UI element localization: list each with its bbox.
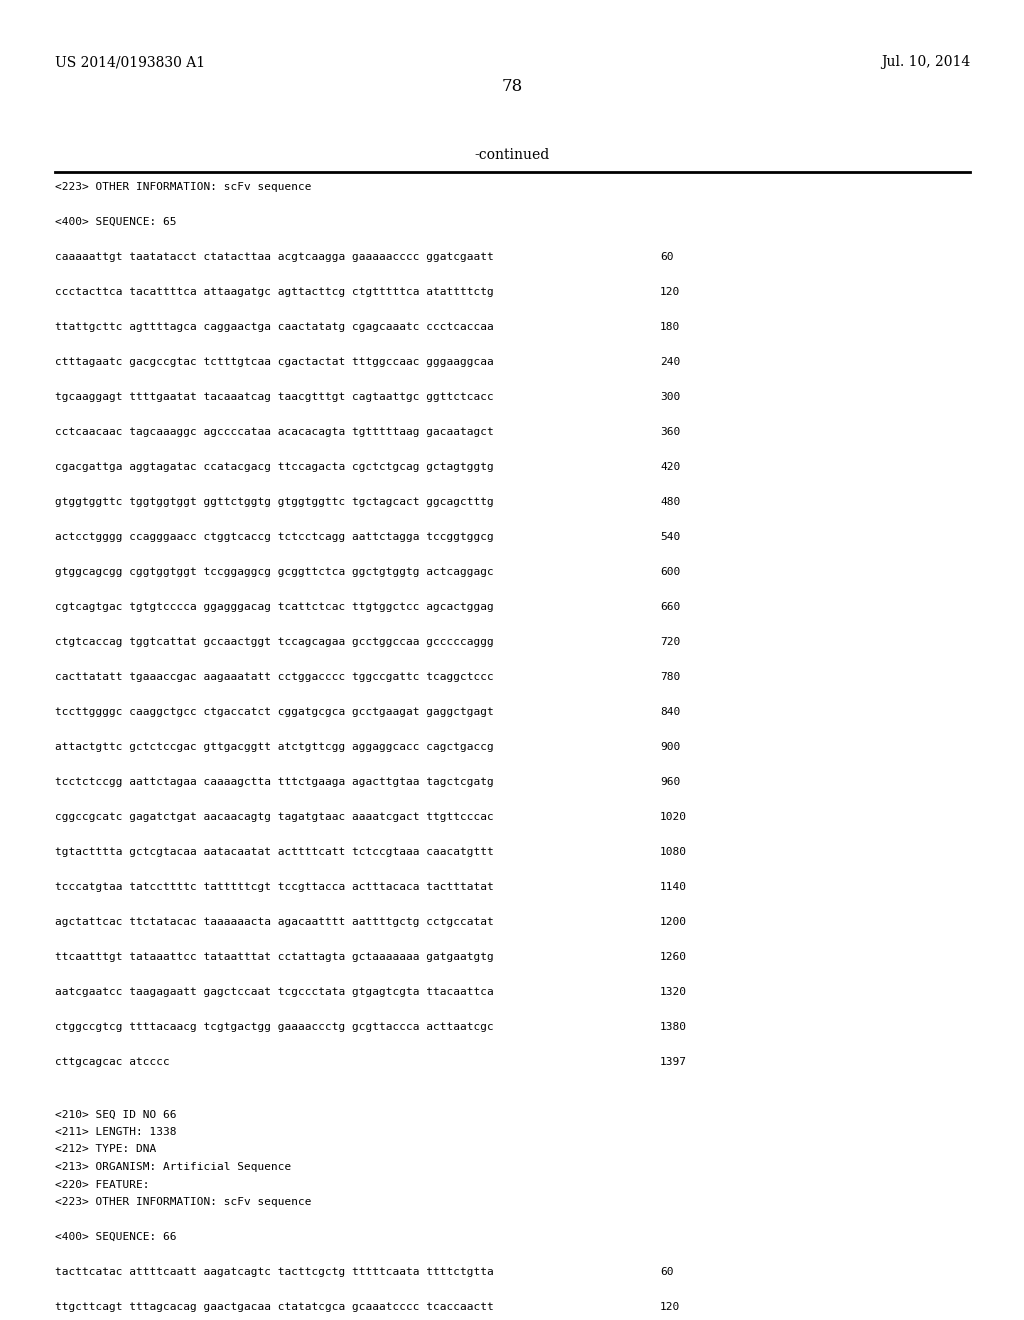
Text: 1200: 1200 [660, 917, 687, 927]
Text: ttgcttcagt tttagcacag gaactgacaa ctatatcgca gcaaatcccc tcaccaactt: ttgcttcagt tttagcacag gaactgacaa ctatatc… [55, 1302, 494, 1312]
Text: ccctacttca tacattttca attaagatgc agttacttcg ctgtttttca atattttctg: ccctacttca tacattttca attaagatgc agttact… [55, 286, 494, 297]
Text: 300: 300 [660, 392, 680, 403]
Text: 120: 120 [660, 1302, 680, 1312]
Text: gtggcagcgg cggtggtggt tccggaggcg gcggttctca ggctgtggtg actcaggagc: gtggcagcgg cggtggtggt tccggaggcg gcggttc… [55, 568, 494, 577]
Text: <223> OTHER INFORMATION: scFv sequence: <223> OTHER INFORMATION: scFv sequence [55, 182, 311, 191]
Text: tccttggggc caaggctgcc ctgaccatct cggatgcgca gcctgaagat gaggctgagt: tccttggggc caaggctgcc ctgaccatct cggatgc… [55, 708, 494, 717]
Text: gtggtggttc tggtggtggt ggttctggtg gtggtggttc tgctagcact ggcagctttg: gtggtggttc tggtggtggt ggttctggtg gtggtgg… [55, 498, 494, 507]
Text: ctttagaatc gacgccgtac tctttgtcaa cgactactat tttggccaac gggaaggcaa: ctttagaatc gacgccgtac tctttgtcaa cgactac… [55, 356, 494, 367]
Text: 660: 660 [660, 602, 680, 612]
Text: 180: 180 [660, 322, 680, 333]
Text: 1080: 1080 [660, 847, 687, 857]
Text: 780: 780 [660, 672, 680, 682]
Text: <210> SEQ ID NO 66: <210> SEQ ID NO 66 [55, 1110, 176, 1119]
Text: 1320: 1320 [660, 987, 687, 997]
Text: caaaaattgt taatatacct ctatacttaa acgtcaagga gaaaaacccc ggatcgaatt: caaaaattgt taatatacct ctatacttaa acgtcaa… [55, 252, 494, 261]
Text: <213> ORGANISM: Artificial Sequence: <213> ORGANISM: Artificial Sequence [55, 1162, 291, 1172]
Text: US 2014/0193830 A1: US 2014/0193830 A1 [55, 55, 205, 69]
Text: tcccatgtaa tatccttttc tatttttcgt tccgttacca actttacaca tactttatat: tcccatgtaa tatccttttc tatttttcgt tccgtta… [55, 882, 494, 892]
Text: ctgtcaccag tggtcattat gccaactggt tccagcagaa gcctggccaa gcccccaggg: ctgtcaccag tggtcattat gccaactggt tccagca… [55, 638, 494, 647]
Text: 60: 60 [660, 1267, 674, 1276]
Text: 840: 840 [660, 708, 680, 717]
Text: <400> SEQUENCE: 66: <400> SEQUENCE: 66 [55, 1232, 176, 1242]
Text: 1397: 1397 [660, 1057, 687, 1067]
Text: 1260: 1260 [660, 952, 687, 962]
Text: -continued: -continued [474, 148, 550, 162]
Text: 420: 420 [660, 462, 680, 473]
Text: 1020: 1020 [660, 812, 687, 822]
Text: Jul. 10, 2014: Jul. 10, 2014 [881, 55, 970, 69]
Text: 960: 960 [660, 777, 680, 787]
Text: tacttcatac attttcaatt aagatcagtc tacttcgctg tttttcaata ttttctgtta: tacttcatac attttcaatt aagatcagtc tacttcg… [55, 1267, 494, 1276]
Text: 720: 720 [660, 638, 680, 647]
Text: tcctctccgg aattctagaa caaaagctta tttctgaaga agacttgtaa tagctcgatg: tcctctccgg aattctagaa caaaagctta tttctga… [55, 777, 494, 787]
Text: aatcgaatcc taagagaatt gagctccaat tcgccctata gtgagtcgta ttacaattca: aatcgaatcc taagagaatt gagctccaat tcgccct… [55, 987, 494, 997]
Text: agctattcac ttctatacac taaaaaacta agacaatttt aattttgctg cctgccatat: agctattcac ttctatacac taaaaaacta agacaat… [55, 917, 494, 927]
Text: 480: 480 [660, 498, 680, 507]
Text: 240: 240 [660, 356, 680, 367]
Text: 540: 540 [660, 532, 680, 543]
Text: cgtcagtgac tgtgtcccca ggagggacag tcattctcac ttgtggctcc agcactggag: cgtcagtgac tgtgtcccca ggagggacag tcattct… [55, 602, 494, 612]
Text: cggccgcatc gagatctgat aacaacagtg tagatgtaac aaaatcgact ttgttcccac: cggccgcatc gagatctgat aacaacagtg tagatgt… [55, 812, 494, 822]
Text: 900: 900 [660, 742, 680, 752]
Text: 600: 600 [660, 568, 680, 577]
Text: actcctgggg ccagggaacc ctggtcaccg tctcctcagg aattctagga tccggtggcg: actcctgggg ccagggaacc ctggtcaccg tctcctc… [55, 532, 494, 543]
Text: cacttatatt tgaaaccgac aagaaatatt cctggacccc tggccgattc tcaggctccc: cacttatatt tgaaaccgac aagaaatatt cctggac… [55, 672, 494, 682]
Text: 60: 60 [660, 252, 674, 261]
Text: <400> SEQUENCE: 65: <400> SEQUENCE: 65 [55, 216, 176, 227]
Text: cctcaacaac tagcaaaggc agccccataa acacacagta tgtttttaag gacaatagct: cctcaacaac tagcaaaggc agccccataa acacaca… [55, 426, 494, 437]
Text: tgtactttta gctcgtacaa aatacaatat acttttcatt tctccgtaaa caacatgttt: tgtactttta gctcgtacaa aatacaatat acttttc… [55, 847, 494, 857]
Text: 78: 78 [502, 78, 522, 95]
Text: 1380: 1380 [660, 1022, 687, 1032]
Text: ttattgcttc agttttagca caggaactga caactatatg cgagcaaatc ccctcaccaa: ttattgcttc agttttagca caggaactga caactat… [55, 322, 494, 333]
Text: <212> TYPE: DNA: <212> TYPE: DNA [55, 1144, 157, 1155]
Text: cgacgattga aggtagatac ccatacgacg ttccagacta cgctctgcag gctagtggtg: cgacgattga aggtagatac ccatacgacg ttccaga… [55, 462, 494, 473]
Text: <220> FEATURE:: <220> FEATURE: [55, 1180, 150, 1189]
Text: <211> LENGTH: 1338: <211> LENGTH: 1338 [55, 1127, 176, 1137]
Text: 120: 120 [660, 286, 680, 297]
Text: <223> OTHER INFORMATION: scFv sequence: <223> OTHER INFORMATION: scFv sequence [55, 1197, 311, 1206]
Text: cttgcagcac atcccc: cttgcagcac atcccc [55, 1057, 170, 1067]
Text: 360: 360 [660, 426, 680, 437]
Text: ctggccgtcg ttttacaacg tcgtgactgg gaaaaccctg gcgttaccca acttaatcgc: ctggccgtcg ttttacaacg tcgtgactgg gaaaacc… [55, 1022, 494, 1032]
Text: tgcaaggagt ttttgaatat tacaaatcag taacgtttgt cagtaattgc ggttctcacc: tgcaaggagt ttttgaatat tacaaatcag taacgtt… [55, 392, 494, 403]
Text: attactgttc gctctccgac gttgacggtt atctgttcgg aggaggcacc cagctgaccg: attactgttc gctctccgac gttgacggtt atctgtt… [55, 742, 494, 752]
Text: 1140: 1140 [660, 882, 687, 892]
Text: ttcaatttgt tataaattcc tataatttat cctattagta gctaaaaaaa gatgaatgtg: ttcaatttgt tataaattcc tataatttat cctatta… [55, 952, 494, 962]
